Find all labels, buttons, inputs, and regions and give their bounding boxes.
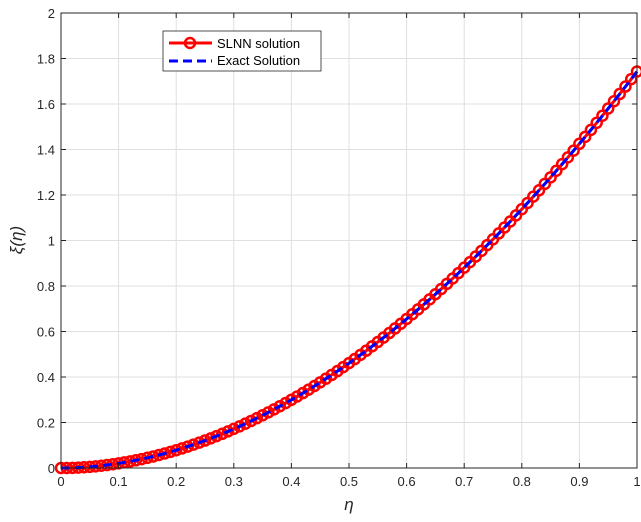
legend-label-exact: Exact Solution: [217, 53, 300, 68]
legend: SLNN solution Exact Solution: [162, 30, 322, 72]
x-tick-label: 0.1: [110, 474, 128, 489]
y-axis-label: ξ(η): [7, 226, 26, 254]
data-point-slnn: [227, 422, 241, 436]
data-point-slnn: [210, 429, 223, 443]
x-tick-label: 0.4: [282, 474, 300, 489]
legend-marker-slnn: [183, 36, 197, 50]
data-point-slnn: [216, 427, 229, 441]
y-tick-label: 0.2: [37, 416, 55, 431]
data-point-slnn: [100, 458, 114, 472]
y-tick-label: 0.4: [37, 370, 55, 385]
data-point-slnn: [221, 425, 235, 438]
x-tick-label: 0.3: [225, 474, 243, 489]
data-point-slnn: [181, 440, 194, 453]
data-point-slnn: [624, 72, 638, 86]
x-tick-label: 0.8: [513, 474, 531, 489]
legend-label-slnn: SLNN solution: [217, 36, 300, 51]
y-tick-label: 1.8: [37, 52, 55, 67]
ticks: [60, 12, 638, 469]
x-tick-label: 0.6: [398, 474, 416, 489]
x-tick-label: 0: [57, 474, 64, 489]
x-tick-labels: 0 0.1 0.2 0.3 0.4 0.5 0.6 0.7 0.8 0.9 1: [57, 474, 640, 489]
data-point-slnn: [198, 434, 212, 447]
x-tick-label: 0.5: [340, 474, 358, 489]
y-tick-label: 0.8: [37, 279, 55, 294]
data-point-slnn: [192, 436, 206, 449]
y-tick-label: 1.6: [37, 97, 55, 112]
y-tick-label: 1.4: [37, 143, 55, 158]
y-tick-label: 2: [48, 6, 55, 21]
series-line-exact: [60, 70, 639, 470]
x-tick-label: 0.2: [167, 474, 185, 489]
x-tick-label: 0.7: [455, 474, 473, 489]
data-point-slnn: [204, 432, 218, 445]
y-tick-label: 1.2: [37, 188, 55, 203]
series-layer: [54, 65, 641, 475]
y-tick-label: 0: [48, 461, 55, 476]
x-tick-label: 1: [633, 474, 640, 489]
y-tick-label: 1: [48, 234, 55, 249]
y-tick-label: 0.6: [37, 325, 55, 340]
x-axis-label: η: [344, 495, 353, 514]
data-point-slnn: [619, 80, 632, 93]
data-point-slnn: [187, 438, 200, 451]
y-tick-labels: 0 0.2 0.4 0.6 0.8 1 1.2 1.4 1.6 1.8 2: [37, 6, 55, 476]
x-tick-label: 0.9: [570, 474, 588, 489]
